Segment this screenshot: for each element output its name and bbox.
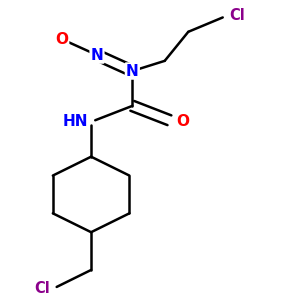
Text: HN: HN xyxy=(63,114,88,129)
Text: N: N xyxy=(126,64,139,79)
Text: Cl: Cl xyxy=(34,281,50,296)
Text: N: N xyxy=(91,48,103,63)
Text: O: O xyxy=(55,32,68,46)
Text: Cl: Cl xyxy=(230,8,245,23)
Text: O: O xyxy=(176,114,190,129)
